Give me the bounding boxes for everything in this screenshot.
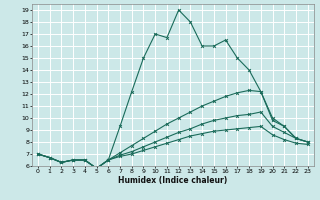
X-axis label: Humidex (Indice chaleur): Humidex (Indice chaleur)	[118, 176, 228, 185]
